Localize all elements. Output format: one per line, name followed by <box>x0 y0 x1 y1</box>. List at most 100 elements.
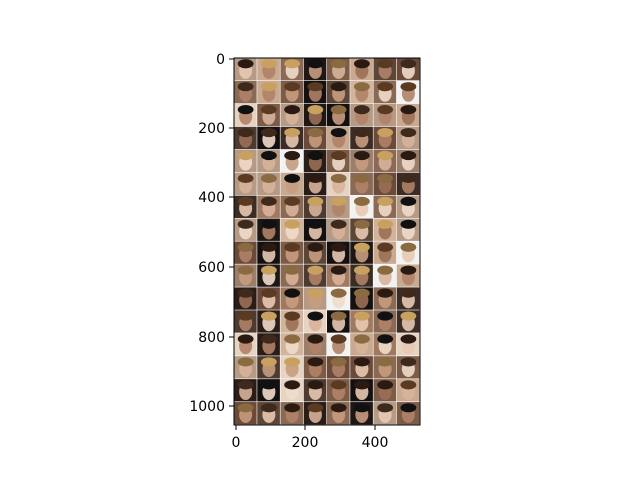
face-thumbnail <box>303 126 327 150</box>
axes-frame <box>233 57 421 426</box>
face-thumbnail <box>303 218 327 241</box>
face-thumbnail <box>396 58 420 81</box>
face-thumbnail <box>396 80 420 104</box>
x-axis: 0 200 400 <box>232 425 388 451</box>
face-thumbnail <box>396 402 420 425</box>
face-thumbnail <box>234 333 257 356</box>
face-thumbnail <box>373 195 397 218</box>
face-thumbnail <box>280 58 304 81</box>
face-thumbnail <box>327 218 350 241</box>
face-thumbnail <box>234 241 257 264</box>
face-thumbnail <box>280 126 304 150</box>
face-thumbnail <box>350 195 373 218</box>
face-thumbnail <box>303 241 327 264</box>
face-thumbnail <box>373 310 397 333</box>
face-thumbnail <box>373 172 397 196</box>
face-thumbnail <box>257 126 280 150</box>
face-thumbnail <box>327 241 350 264</box>
face-thumbnail <box>396 379 420 402</box>
face-thumbnail <box>327 58 350 81</box>
face-thumbnail <box>373 80 397 104</box>
y-tick-label-800: 800 <box>198 330 225 346</box>
face-thumbnail <box>234 402 257 425</box>
face-thumbnail <box>396 241 420 264</box>
face-thumbnail <box>327 402 350 425</box>
face-thumbnail <box>373 218 397 241</box>
y-axis: 0 200 400 600 800 1000 <box>189 52 234 415</box>
face-thumbnail <box>396 126 420 150</box>
face-thumbnail <box>257 402 280 425</box>
x-tick-label-200: 200 <box>292 435 319 451</box>
face-thumbnail <box>234 80 257 104</box>
face-thumbnail <box>350 172 373 196</box>
face-thumbnail <box>396 103 420 127</box>
face-thumbnail <box>257 80 280 104</box>
face-thumbnail <box>280 287 304 310</box>
face-thumbnail <box>234 172 257 196</box>
face-thumbnail <box>234 103 257 127</box>
face-thumbnail <box>327 195 350 218</box>
face-thumbnail <box>396 149 420 173</box>
face-thumbnail <box>396 333 420 356</box>
face-thumbnail <box>350 287 373 310</box>
face-thumbnail <box>373 356 397 379</box>
y-tick-label-0: 0 <box>216 52 225 68</box>
y-tick-label-400: 400 <box>198 190 225 206</box>
face-thumbnail <box>280 172 304 196</box>
face-thumbnail <box>373 402 397 425</box>
face-thumbnail <box>327 379 350 402</box>
face-thumbnail <box>303 402 327 425</box>
face-thumbnail <box>257 103 280 127</box>
face-thumbnail <box>327 172 350 196</box>
face-thumbnail <box>280 80 304 104</box>
face-thumbnail <box>257 264 280 287</box>
face-thumbnail <box>327 333 350 356</box>
face-thumbnail <box>303 264 327 287</box>
face-thumbnail <box>257 218 280 241</box>
face-thumbnail <box>303 287 327 310</box>
y-tick-label-200: 200 <box>198 121 225 137</box>
face-thumbnail <box>280 379 304 402</box>
face-thumbnail <box>303 103 327 127</box>
face-thumbnail <box>373 149 397 173</box>
face-thumbnail <box>373 264 397 287</box>
face-thumbnail <box>373 379 397 402</box>
face-thumbnail <box>303 333 327 356</box>
face-thumbnail <box>396 172 420 196</box>
x-tick-label-0: 0 <box>232 435 241 451</box>
face-thumbnail <box>373 287 397 310</box>
face-thumbnail <box>234 287 257 310</box>
face-thumbnail <box>303 310 327 333</box>
face-thumbnail <box>350 149 373 173</box>
face-thumbnail <box>234 264 257 287</box>
face-thumbnail <box>257 172 280 196</box>
face-thumbnail <box>280 149 304 173</box>
face-thumbnail <box>327 126 350 150</box>
face-thumbnail <box>234 58 257 81</box>
face-thumbnail <box>234 356 257 379</box>
face-thumbnail <box>280 103 304 127</box>
face-thumbnail <box>257 149 280 173</box>
face-thumbnail <box>373 58 397 81</box>
face-thumbnail <box>280 195 304 218</box>
face-thumbnail <box>327 149 350 173</box>
face-thumbnail <box>373 333 397 356</box>
face-thumbnail <box>350 103 373 127</box>
face-thumbnail <box>396 310 420 333</box>
face-thumbnail <box>280 310 304 333</box>
face-thumbnail <box>373 103 397 127</box>
face-thumbnail <box>396 356 420 379</box>
face-thumbnail <box>303 172 327 196</box>
face-thumbnail <box>280 218 304 241</box>
face-thumbnail <box>350 333 373 356</box>
face-thumbnail <box>234 126 257 150</box>
face-thumbnail <box>303 356 327 379</box>
face-thumbnail <box>257 287 280 310</box>
face-thumbnail <box>350 58 373 81</box>
face-thumbnail <box>396 195 420 218</box>
face-thumbnail <box>350 379 373 402</box>
face-thumbnail <box>303 149 327 173</box>
y-tick-label-1000: 1000 <box>189 399 225 415</box>
face-thumbnail <box>327 264 350 287</box>
